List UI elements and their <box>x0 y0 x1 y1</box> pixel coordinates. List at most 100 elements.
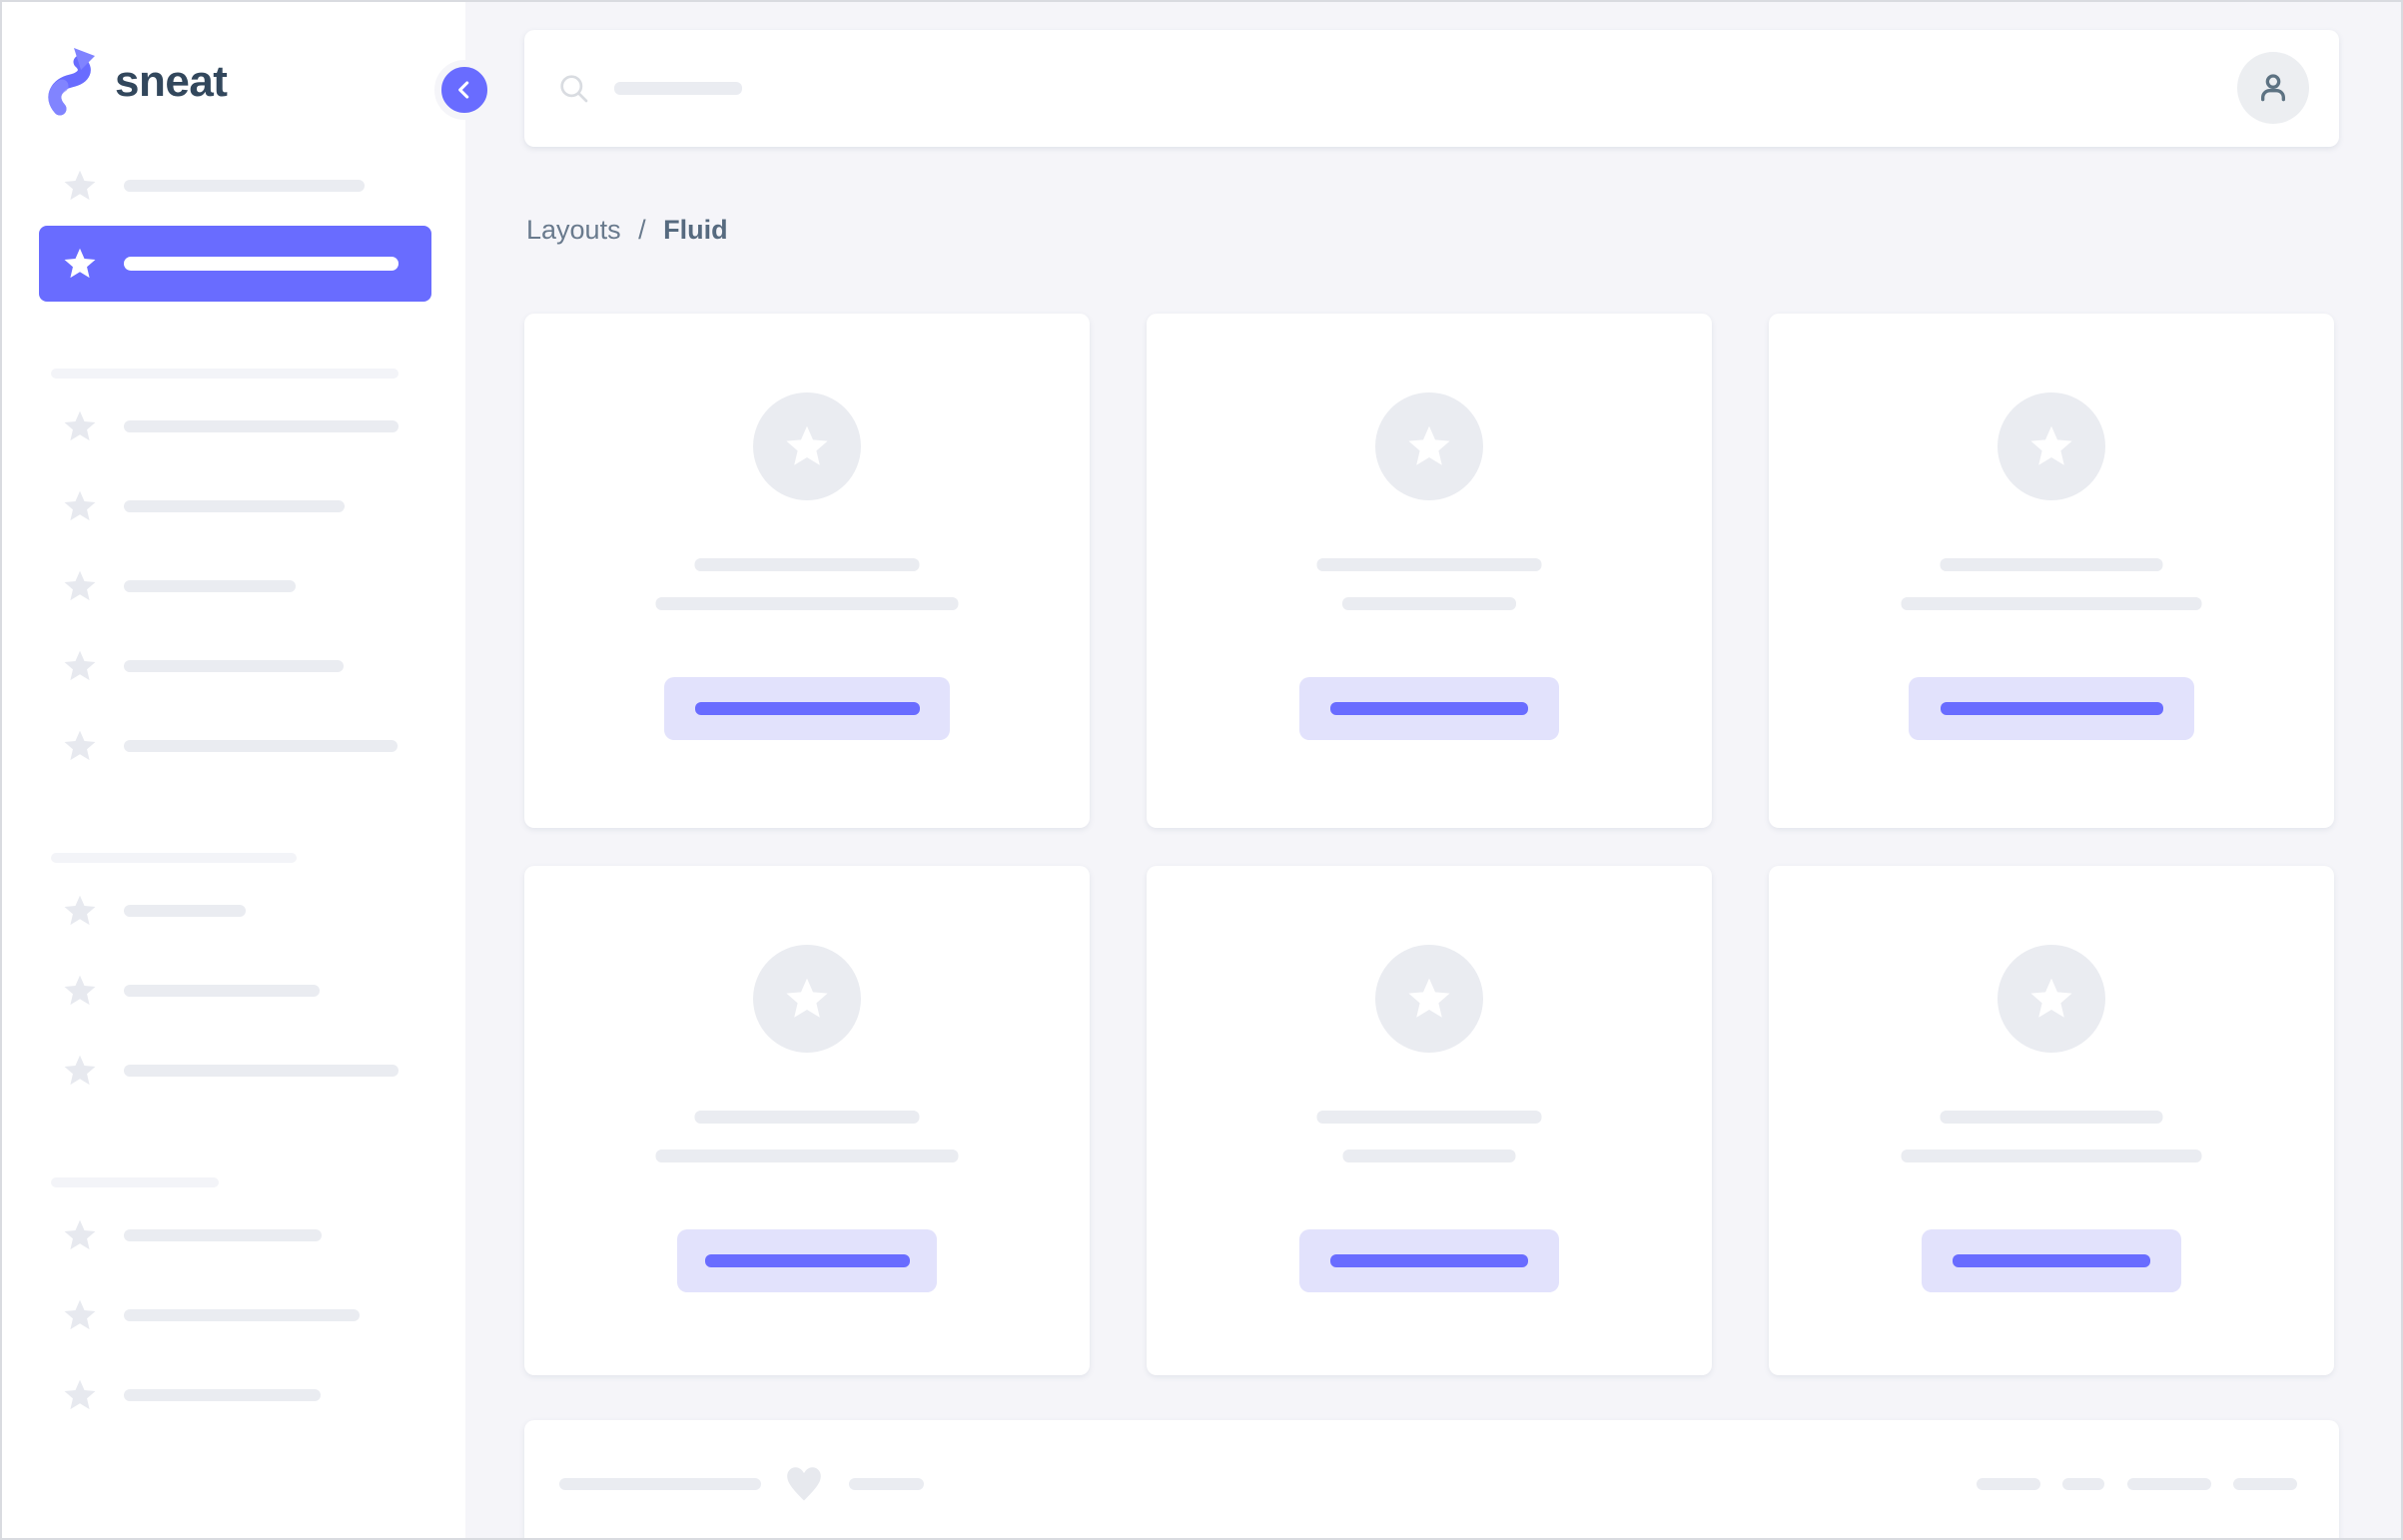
sidebar-menu-item-active[interactable] <box>39 226 431 302</box>
sidebar-section-header-placeholder <box>51 853 297 863</box>
star-avatar <box>1998 945 2105 1053</box>
star-icon <box>783 975 831 1023</box>
sidebar-menu-item[interactable] <box>2 951 465 1031</box>
search-bar[interactable] <box>524 30 2339 147</box>
footer-skeleton-bar <box>559 1478 761 1490</box>
main-content: Layouts / Fluid <box>465 2 2401 1538</box>
card-button[interactable] <box>1299 677 1559 740</box>
card-button[interactable] <box>1922 1229 2181 1292</box>
menu-label-placeholder <box>124 1065 399 1077</box>
card-button[interactable] <box>677 1229 937 1292</box>
menu-label-placeholder <box>124 257 399 271</box>
skeleton-card <box>524 866 1090 1375</box>
footer-card <box>524 1420 2339 1538</box>
star-avatar <box>1998 392 2105 500</box>
star-icon <box>62 568 98 604</box>
card-button[interactable] <box>1299 1229 1559 1292</box>
sneat-logo-icon <box>47 46 97 118</box>
button-label-placeholder <box>1953 1254 2150 1267</box>
star-icon <box>62 1297 98 1333</box>
skeleton-line-1 <box>694 1111 920 1124</box>
menu-label-placeholder <box>124 500 345 512</box>
sidebar-menu-item[interactable] <box>2 706 465 786</box>
card-button[interactable] <box>1909 677 2194 740</box>
sidebar-collapse-button[interactable] <box>434 60 494 120</box>
button-label-placeholder <box>694 702 920 715</box>
sidebar-section-header-placeholder <box>51 1177 219 1187</box>
star-icon <box>62 728 98 764</box>
star-avatar <box>1375 945 1483 1053</box>
search-icon <box>556 71 592 107</box>
brand-name: sneat <box>115 57 228 106</box>
sidebar-menu-item[interactable] <box>2 1031 465 1111</box>
sidebar-menu-item[interactable] <box>2 546 465 626</box>
menu-label-placeholder <box>124 660 344 672</box>
star-icon <box>62 168 98 204</box>
sidebar-menu-item[interactable] <box>2 1195 465 1275</box>
star-icon <box>62 246 98 282</box>
button-label-placeholder <box>1330 1254 1528 1267</box>
skeleton-line-1 <box>1316 1111 1542 1124</box>
menu-label-placeholder <box>124 580 296 592</box>
star-avatar <box>753 945 861 1053</box>
user-avatar[interactable] <box>2237 52 2309 124</box>
skeleton-line-2 <box>655 597 959 610</box>
brand: sneat <box>47 46 228 118</box>
sidebar-menu-item[interactable] <box>2 466 465 546</box>
breadcrumb-separator: / <box>638 215 646 245</box>
star-avatar <box>753 392 861 500</box>
footer-skeleton-bar <box>2233 1478 2297 1490</box>
menu-label-placeholder <box>124 740 398 752</box>
star-icon <box>1405 422 1453 470</box>
sidebar-menu-item[interactable] <box>2 871 465 951</box>
sidebar-menu-item[interactable] <box>2 146 465 226</box>
breadcrumb-link-layouts[interactable]: Layouts <box>526 215 621 245</box>
search-placeholder-bar <box>614 82 742 95</box>
star-icon <box>62 1217 98 1253</box>
breadcrumb: Layouts / Fluid <box>526 215 728 246</box>
skeleton-card <box>1147 866 1712 1375</box>
card-grid-row <box>524 314 2339 828</box>
person-icon <box>2253 68 2293 108</box>
breadcrumb-current-page: Fluid <box>663 215 728 245</box>
skeleton-line-2 <box>1342 597 1516 610</box>
footer-skeleton-bar <box>2127 1478 2211 1490</box>
sidebar-menu-item[interactable] <box>2 1275 465 1355</box>
skeleton-line-1 <box>1940 1111 2163 1124</box>
card-grid-row <box>524 866 2339 1375</box>
skeleton-card <box>524 314 1090 828</box>
sidebar-section-header-placeholder <box>51 369 399 379</box>
star-icon <box>1405 975 1453 1023</box>
star-icon <box>62 648 98 684</box>
sidebar-menu-item[interactable] <box>2 1355 465 1435</box>
heart-icon <box>782 1463 826 1505</box>
star-icon <box>62 408 98 444</box>
menu-label-placeholder <box>124 1389 321 1401</box>
footer-skeleton-bar <box>849 1478 924 1490</box>
card-grid <box>524 314 2339 1375</box>
star-icon <box>2027 422 2075 470</box>
skeleton-card <box>1147 314 1712 828</box>
menu-label-placeholder <box>124 1309 360 1321</box>
sidebar-menu-item[interactable] <box>2 386 465 466</box>
sidebar-menu-item[interactable] <box>2 626 465 706</box>
skeleton-card <box>1769 866 2334 1375</box>
star-icon <box>2027 975 2075 1023</box>
sidebar: sneat <box>2 2 494 1538</box>
skeleton-line-2 <box>1901 1150 2202 1162</box>
button-label-placeholder <box>1330 702 1528 715</box>
footer-skeleton-bar <box>1977 1478 2040 1490</box>
star-icon <box>62 1053 98 1089</box>
footer-skeleton-bar <box>2062 1478 2104 1490</box>
menu-label-placeholder <box>124 180 365 192</box>
star-avatar <box>1375 392 1483 500</box>
star-icon <box>62 488 98 524</box>
star-icon <box>62 1377 98 1413</box>
skeleton-line-2 <box>1901 597 2202 610</box>
card-button[interactable] <box>664 677 950 740</box>
chevron-left-icon <box>451 77 477 103</box>
menu-label-placeholder <box>124 905 246 917</box>
star-icon <box>62 973 98 1009</box>
sidebar-menu <box>2 2 465 1435</box>
